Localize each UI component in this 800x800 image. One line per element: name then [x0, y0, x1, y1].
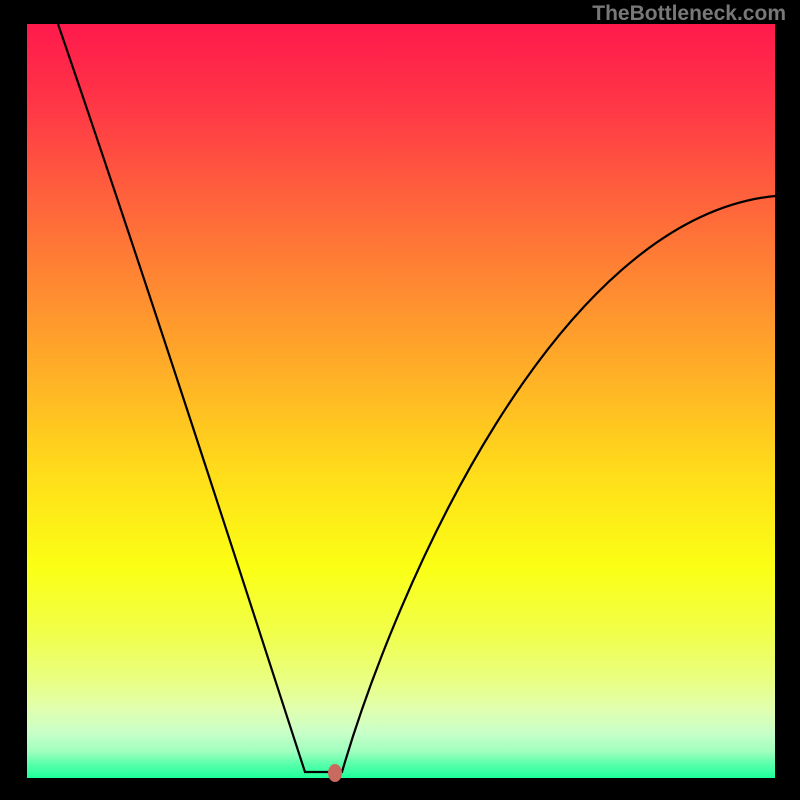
watermark-text: TheBottleneck.com — [592, 2, 786, 26]
chart-container: TheBottleneck.com — [0, 0, 800, 800]
plot-gradient-area — [27, 24, 775, 778]
